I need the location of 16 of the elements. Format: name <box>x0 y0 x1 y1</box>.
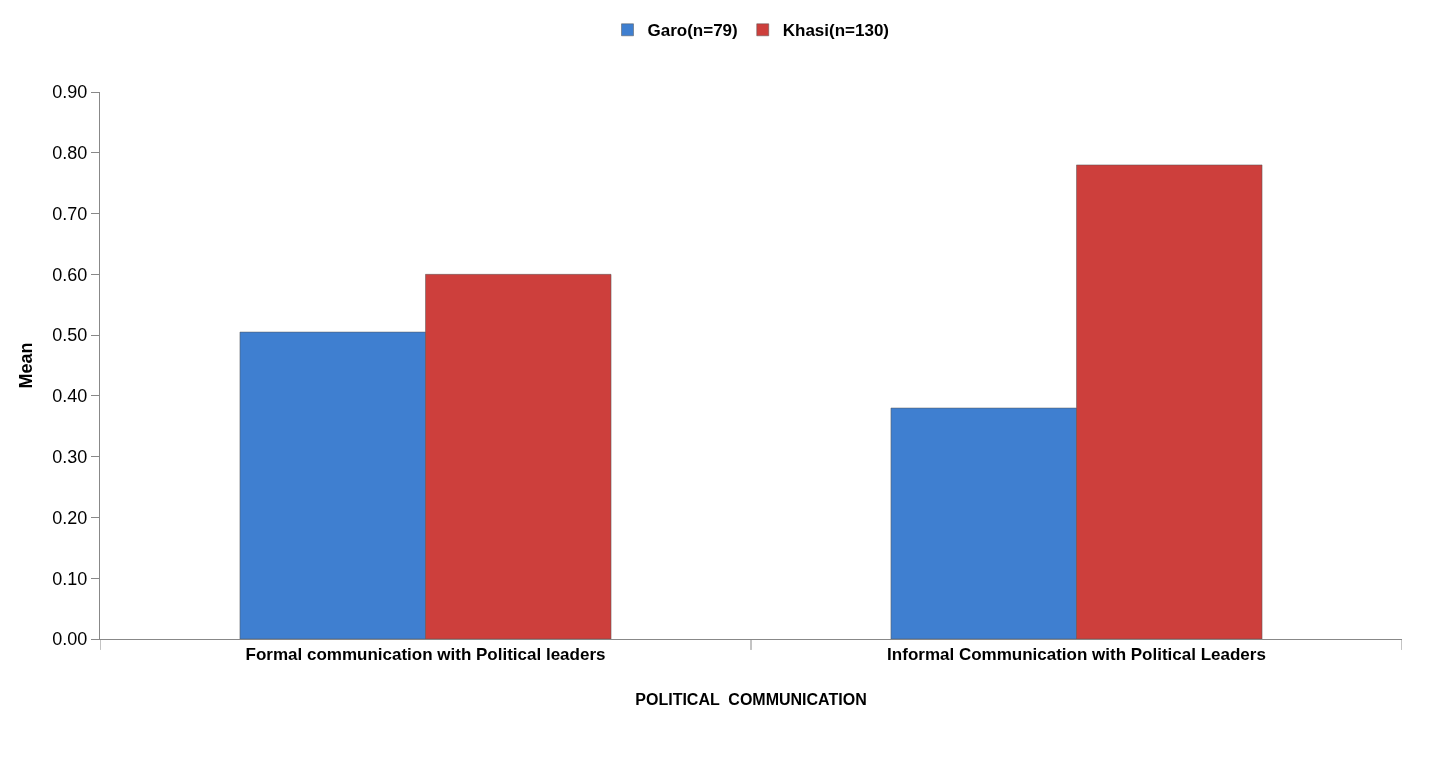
y-tick-label: 0.30 <box>52 446 88 467</box>
y-tick-label: 0.40 <box>52 386 88 407</box>
x-tick-label: Informal Communication with Political Leaders <box>887 645 1266 665</box>
y-tick-label: 0.90 <box>52 82 88 103</box>
y-tick-label: 0.00 <box>52 629 88 650</box>
y-tick-label: 0.80 <box>52 143 88 164</box>
y-axis-title: Mean <box>15 342 36 389</box>
y-tick-label: 0.60 <box>52 264 88 285</box>
x-axis-title: POLITICAL COMMUNICATION <box>635 691 867 709</box>
legend-label: Khasi(n=130) <box>782 21 890 41</box>
y-tick-label: 0.70 <box>52 203 88 224</box>
x-tick-label: Formal communication with Political leaders <box>245 645 606 665</box>
legend-label: Garo(n=79) <box>647 21 738 41</box>
y-tick-label: 0.50 <box>52 325 88 346</box>
y-tick-label: 0.10 <box>52 568 88 589</box>
y-tick-label: 0.20 <box>52 507 88 528</box>
